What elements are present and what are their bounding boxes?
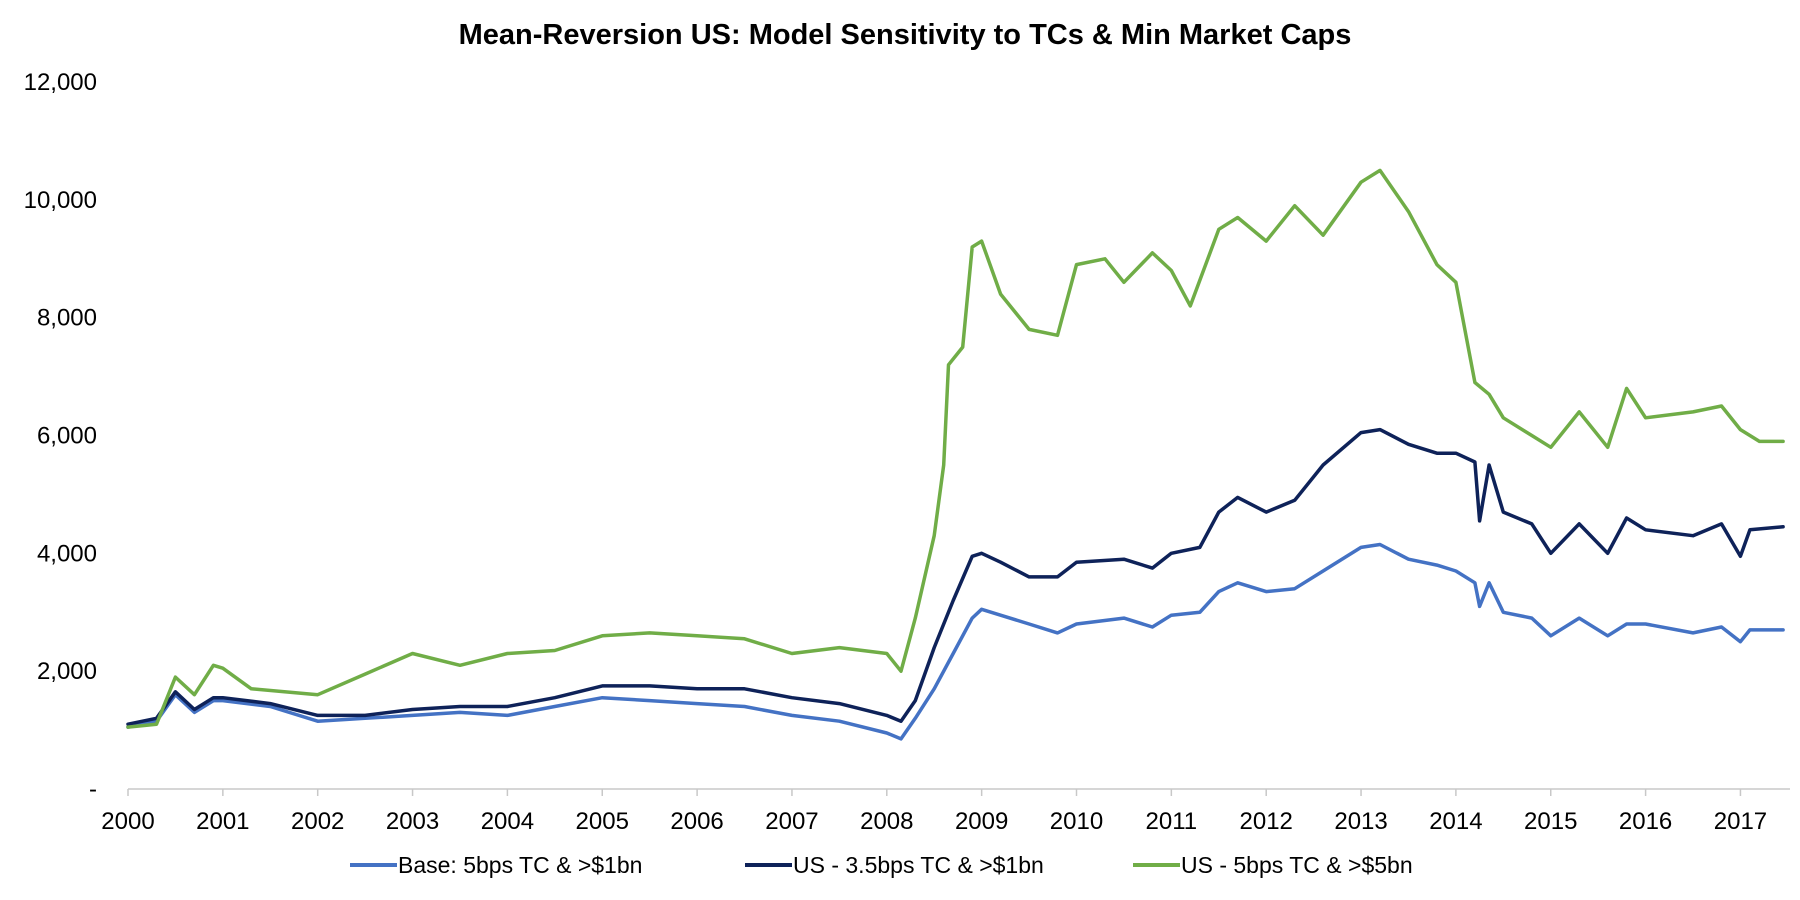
x-tick-label-2005: 2005 <box>576 808 629 835</box>
x-tick-label-2011: 2011 <box>1146 808 1198 835</box>
x-axis-tick-labels: 2000 2001 2002 2003 2004 2005 2006 2007 2008 2009… <box>101 808 1767 835</box>
x-tick-label-2016: 2016 <box>1619 808 1672 835</box>
y-tick-label-4: 8,000 <box>37 305 97 332</box>
y-tick-label-2: 4,000 <box>37 540 97 567</box>
x-tick-label-2003: 2003 <box>386 808 439 835</box>
x-tick-label-2000: 2000 <box>101 808 154 835</box>
chart-title: Mean-Reversion US: Model Sensitivity to … <box>459 19 1352 51</box>
legend: Base: 5bps TC & >$1bn US - 3.5bps TC & >$… <box>350 852 1413 878</box>
y-tick-label-0: - <box>89 776 97 803</box>
x-axis-ticks <box>127 789 1742 796</box>
x-tick-label-2012: 2012 <box>1240 808 1293 835</box>
x-tick-label-2010: 2010 <box>1050 808 1103 835</box>
series-line-1 <box>126 427 1785 726</box>
y-tick-label-5: 10,000 <box>24 187 97 214</box>
y-axis-tick-labels: - 2,000 4,000 6,000 8,000 10,000 12,000 <box>24 69 97 803</box>
series-line-2 <box>126 168 1785 729</box>
x-tick-label-2015: 2015 <box>1524 808 1577 835</box>
x-tick-label-2001: 2001 <box>196 808 249 835</box>
x-tick-label-2006: 2006 <box>670 808 723 835</box>
x-tick-label-2017: 2017 <box>1714 808 1767 835</box>
y-tick-label-3: 6,000 <box>37 423 97 450</box>
x-tick-label-2007: 2007 <box>765 808 818 835</box>
x-tick-label-2004: 2004 <box>481 808 534 835</box>
series-line-0 <box>126 542 1785 741</box>
x-tick-label-2013: 2013 <box>1334 808 1387 835</box>
y-tick-label-1: 2,000 <box>37 658 97 685</box>
legend-label-1: US - 3.5bps TC & >$1bn <box>793 852 1044 878</box>
x-tick-label-2014: 2014 <box>1429 808 1482 835</box>
legend-label-0: Base: 5bps TC & >$1bn <box>398 852 642 878</box>
x-tick-label-2009: 2009 <box>955 808 1008 835</box>
series-lines <box>126 168 1785 741</box>
legend-label-2: US - 5bps TC & >$5bn <box>1181 852 1413 878</box>
x-tick-label-2002: 2002 <box>291 808 344 835</box>
x-tick-label-2008: 2008 <box>860 808 913 835</box>
y-tick-label-6: 12,000 <box>24 69 97 96</box>
